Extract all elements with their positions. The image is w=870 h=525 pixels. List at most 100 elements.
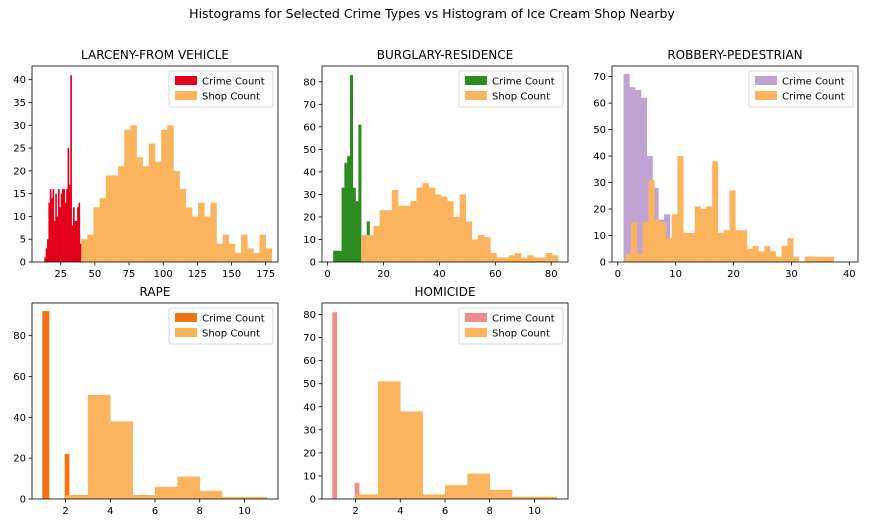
ytick-label-2-3: 30	[593, 178, 606, 189]
legend-swatch-4-0	[465, 313, 487, 322]
axes-frame-2	[611, 65, 859, 263]
legend-swatch-4-1	[465, 328, 487, 337]
bar-s1-3	[422, 494, 446, 499]
bar-s1-30	[545, 252, 553, 262]
bar-s1-9	[136, 157, 143, 262]
bar-s1-5	[654, 219, 661, 262]
ytick-label-1-0: 0	[310, 258, 316, 269]
bar-s1-8	[671, 214, 678, 262]
bar-s1-27	[527, 255, 534, 262]
ytick-label-2-4: 40	[593, 152, 606, 163]
bar-s1-5	[391, 189, 399, 262]
bar-s0-6	[349, 75, 354, 262]
xtick-label-3-1: 4	[107, 506, 113, 517]
bar-s0-25	[78, 202, 81, 262]
bars-2	[623, 73, 834, 262]
bar-s1-25	[234, 252, 242, 262]
bar-s1-5	[111, 175, 119, 262]
bar-s0-11	[59, 207, 61, 262]
bar-s1-25	[514, 252, 522, 262]
bar-s1-29	[539, 257, 546, 262]
bar-s1-30	[265, 248, 273, 262]
bar-s0-14	[63, 189, 66, 262]
legend-label-1-1: Shop Count	[492, 92, 550, 103]
ytick-label-3-4: 80	[13, 331, 26, 342]
ytick-label-0-2: 10	[13, 212, 26, 223]
bar-s1-1	[87, 234, 94, 262]
bar-s0-21	[73, 207, 75, 262]
bar-s1-24	[764, 246, 771, 262]
ytick-label-2-0: 0	[600, 258, 606, 269]
bar-s1-31	[551, 255, 559, 262]
ytick-label-0-6: 30	[13, 121, 26, 132]
legend-swatch-0-0	[175, 76, 197, 85]
bar-s1-22	[752, 246, 759, 262]
bar-s1-2	[110, 421, 133, 499]
bar-s1-18	[191, 216, 199, 262]
xtick-label-0-6: 175	[256, 269, 275, 280]
bar-s1-33	[816, 256, 823, 262]
subplot-title-4: HOMICIDE	[414, 285, 475, 299]
ytick-label-1-6: 60	[303, 122, 316, 133]
bar-s1-1	[377, 381, 401, 499]
xtick-label-2-1: 10	[669, 269, 682, 280]
bar-s1-5	[467, 473, 491, 499]
bar-s1-12	[434, 194, 442, 262]
bar-s1-11	[688, 232, 696, 262]
bar-s1-2	[636, 254, 643, 262]
xtick-label-0-0: 25	[54, 269, 67, 280]
ytick-label-4-8: 80	[303, 310, 316, 321]
bar-s1-34	[822, 256, 829, 262]
figure-suptitle: Histograms for Selected Crime Types vs H…	[189, 6, 675, 21]
bar-s0-4	[344, 162, 348, 262]
bar-s0-0	[44, 257, 46, 262]
bar-s0-24	[77, 207, 79, 262]
bar-s1-21	[210, 202, 217, 262]
bar-s1-29	[259, 234, 266, 262]
bar-s0-3	[341, 187, 345, 262]
bar-s0-20	[71, 225, 74, 262]
axes-frame-1	[321, 65, 569, 263]
xtick-label-3-4: 10	[238, 506, 251, 517]
bar-s1-27	[247, 248, 254, 262]
bar-s1-18	[471, 239, 479, 262]
xtick-label-0-3: 100	[154, 269, 173, 280]
bar-s0-1	[629, 87, 636, 262]
bar-s1-7	[124, 129, 131, 262]
bar-s1-0	[81, 239, 88, 262]
bars-0	[44, 75, 273, 262]
bar-s1-29	[793, 256, 800, 262]
ytick-label-1-4: 40	[303, 167, 316, 178]
legend-3: Crime Count Shop Count	[168, 307, 274, 345]
legend-swatch-2-1	[755, 91, 777, 100]
bar-s1-9	[677, 156, 684, 262]
bar-s1-31	[804, 256, 811, 262]
bar-s1-4	[445, 485, 468, 499]
bar-s1-7	[665, 238, 672, 262]
bar-s0-19	[70, 75, 72, 262]
bar-s1-3	[379, 210, 387, 262]
xtick-label-2-4: 40	[843, 269, 856, 280]
bar-s1-26	[241, 234, 248, 262]
subplot-title-3: RAPE	[140, 285, 171, 299]
bar-s0-3	[640, 97, 648, 262]
bar-s1-3	[132, 494, 156, 499]
ytick-label-0-0: 0	[20, 258, 26, 269]
xtick-label-1-2: 40	[433, 269, 446, 280]
bar-s1-13	[441, 196, 448, 262]
legend-label-1-0: Crime Count	[492, 77, 555, 88]
bar-s1-14	[447, 201, 454, 262]
subplot-1: 0 20 40 60 80 0 10 20 30 40 50 60 70 80 BURGLARY-RESID…	[303, 48, 569, 280]
bar-s1-11	[428, 187, 436, 262]
bar-s0-2	[338, 250, 342, 262]
xtick-label-1-4: 80	[545, 269, 558, 280]
bar-s0-15	[64, 202, 67, 262]
bar-s1-6	[118, 166, 125, 262]
xtick-label-0-5: 150	[222, 269, 241, 280]
ytick-label-2-5: 50	[593, 125, 606, 136]
xtick-label-2-3: 30	[785, 269, 798, 280]
subplots: 25 50 75 100 125 150 1750510152025303540LARCEN…	[13, 48, 859, 517]
bar-s1-10	[683, 232, 690, 262]
bar-s1-1	[367, 234, 374, 262]
